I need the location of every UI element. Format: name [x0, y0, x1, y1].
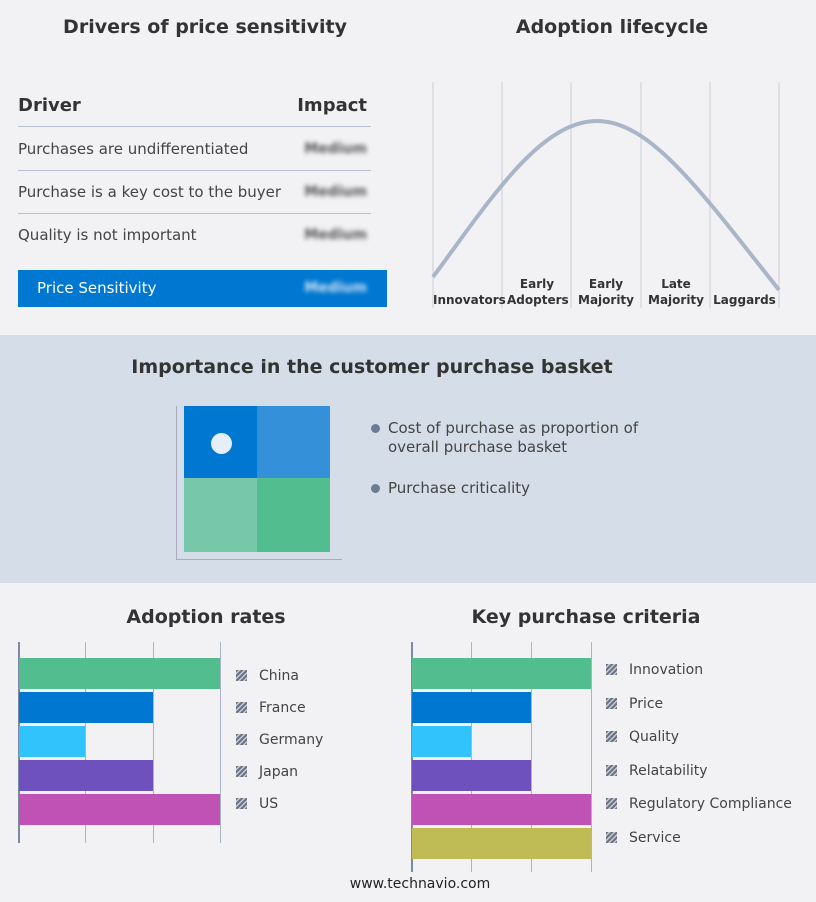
- bar-japan: [19, 760, 153, 791]
- legend-label: Germany: [259, 732, 324, 748]
- legend-text: Purchase criticality: [388, 479, 531, 497]
- legend-text: Cost of purchase as proportion of overal…: [388, 419, 639, 456]
- basket-legend-item: Purchase criticality: [371, 479, 530, 497]
- lifecycle-title: Adoption lifecycle: [515, 16, 709, 38]
- adoption-curve: [431, 118, 781, 292]
- legend-swatch-icon: [236, 670, 247, 681]
- basket-title: Importance in the customer purchase bask…: [131, 356, 613, 378]
- kpc-title: Key purchase criteria: [471, 606, 701, 628]
- legend-swatch-icon: [236, 798, 247, 809]
- bar-innovation: [412, 658, 591, 689]
- driver-label: Purchase is a key cost to the buyer: [18, 183, 282, 201]
- legend-item: Service: [606, 830, 681, 846]
- legend-swatch-icon: [606, 697, 617, 709]
- bar-france: [19, 692, 153, 723]
- legend-label: US: [259, 796, 279, 812]
- gridline: [152, 642, 154, 843]
- legend-label: France: [259, 700, 306, 716]
- bar-relatability: [412, 760, 531, 791]
- legend-label: Regulatory Compliance: [629, 796, 792, 813]
- driver-row: Purchase is a key cost to the buyer Mediu…: [18, 171, 371, 214]
- driver-col-header: Driver: [18, 95, 81, 116]
- legend-swatch-icon: [606, 764, 617, 776]
- legend-item: Regulatory Compliance: [606, 796, 792, 812]
- position-marker: [211, 433, 232, 454]
- legend-label: China: [259, 668, 299, 684]
- bar-germany: [19, 726, 86, 757]
- summary-impact: Medium: [304, 280, 367, 296]
- gridline: [411, 642, 413, 872]
- legend-label: Japan: [259, 764, 299, 780]
- price-sensitivity-summary: Price Sensitivity Medium: [18, 270, 387, 307]
- legend-swatch-icon: [236, 702, 247, 713]
- driver-label: Purchases are undifferentiated: [18, 140, 249, 158]
- legend-item: Relatability: [606, 763, 708, 779]
- legend-label: Service: [629, 830, 681, 846]
- bar-china: [19, 658, 220, 689]
- adoption-rates-title: Adoption rates: [126, 606, 286, 628]
- legend-label: Innovation: [629, 662, 704, 678]
- gridline: [531, 642, 532, 872]
- driver-row: Purchases are undifferentiated Medium: [18, 128, 371, 171]
- stage-label: Early Majority: [578, 277, 634, 307]
- legend-item: China: [236, 668, 299, 684]
- gridline: [220, 642, 221, 843]
- bullet-icon: [371, 424, 380, 433]
- gridline: [85, 642, 87, 843]
- impact-value: Medium: [304, 227, 367, 243]
- footer-url: www.technavio.com: [349, 876, 491, 892]
- quadrant: [257, 406, 330, 478]
- drivers-header: Driver Impact: [18, 84, 371, 127]
- legend-item: Price: [606, 696, 663, 712]
- bar-price: [412, 692, 531, 723]
- drivers-title: Drivers of price sensitivity: [63, 16, 347, 38]
- bar-us: [19, 794, 220, 825]
- quadrant: [257, 478, 330, 552]
- legend-label: Quality: [629, 729, 680, 746]
- legend-item: Germany: [236, 732, 323, 748]
- gridline: [591, 642, 592, 872]
- legend-item: France: [236, 700, 306, 716]
- summary-label: Price Sensitivity: [37, 279, 157, 297]
- bar-quality: [412, 726, 471, 757]
- basket-section: [0, 335, 816, 583]
- legend-item: Japan: [236, 764, 298, 780]
- legend-swatch-icon: [236, 766, 247, 777]
- legend-swatch-icon: [236, 734, 247, 745]
- bar-service: [412, 828, 591, 859]
- lifecycle-chart: [431, 82, 781, 308]
- legend-swatch-icon: [606, 731, 617, 743]
- legend-swatch-icon: [606, 798, 617, 810]
- stage-label: Innovators: [433, 293, 506, 307]
- bar-regulatory-compliance: [412, 794, 591, 825]
- legend-item: Quality: [606, 729, 679, 745]
- impact-value: Medium: [304, 184, 367, 200]
- legend-label: Price: [629, 695, 664, 712]
- impact-col-header: Impact: [297, 95, 367, 116]
- stage-label: Laggards: [713, 293, 776, 307]
- stage-label: Late Majority: [648, 277, 704, 307]
- stage-label: Early Adopters: [507, 277, 569, 307]
- legend-item: US: [236, 796, 278, 812]
- legend-swatch-icon: [606, 832, 617, 843]
- basket-legend-item: Cost of purchase as proportion of overal…: [371, 419, 641, 457]
- driver-row: Quality is not important Medium: [18, 214, 371, 257]
- bullet-icon: [371, 484, 380, 493]
- legend-item: Innovation: [606, 662, 703, 678]
- legend-swatch-icon: [606, 664, 617, 675]
- impact-value: Medium: [304, 141, 367, 157]
- driver-label: Quality is not important: [18, 226, 197, 244]
- basket-matrix: [176, 406, 342, 560]
- quadrant: [184, 478, 257, 552]
- gridline: [471, 642, 472, 872]
- legend-label: Relatability: [629, 762, 708, 779]
